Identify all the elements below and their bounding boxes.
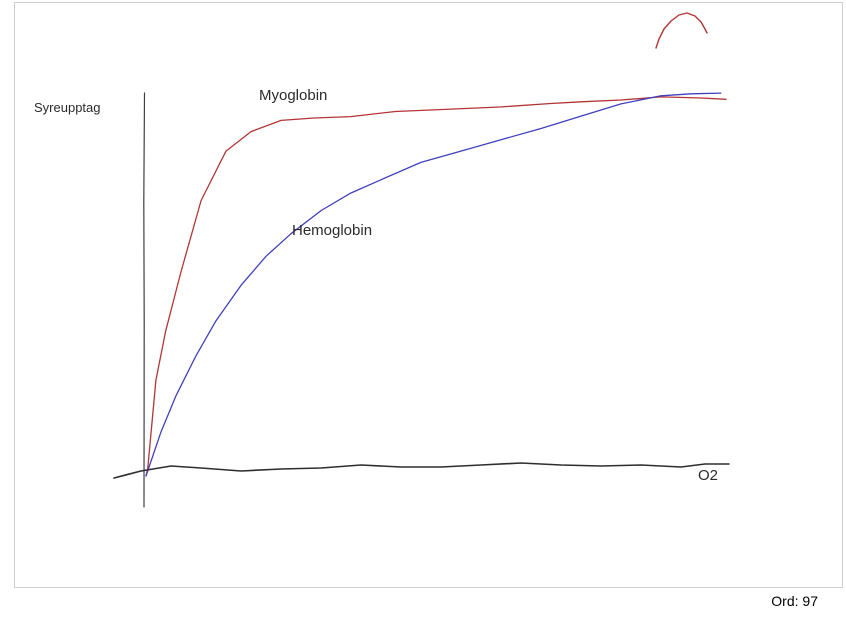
y-axis-label: Syreupptag [34,100,101,115]
drawing-canvas[interactable]: Syreupptag Myoglobin Hemoglobin O2 [14,2,843,588]
series-label-myoglobin: Myoglobin [259,87,328,104]
stray-red-mark [655,12,708,49]
drawing-svg [113,12,730,508]
x-axis-label: O2 [698,467,719,484]
series-label-hemoglobin: Hemoglobin [292,222,373,239]
curve-hemoglobin [145,92,722,477]
hand-drawn-x-axis [113,462,730,479]
word-count: Ord: 97 [771,593,818,609]
curve-myoglobin [145,96,727,477]
y-axis-line [143,92,146,508]
